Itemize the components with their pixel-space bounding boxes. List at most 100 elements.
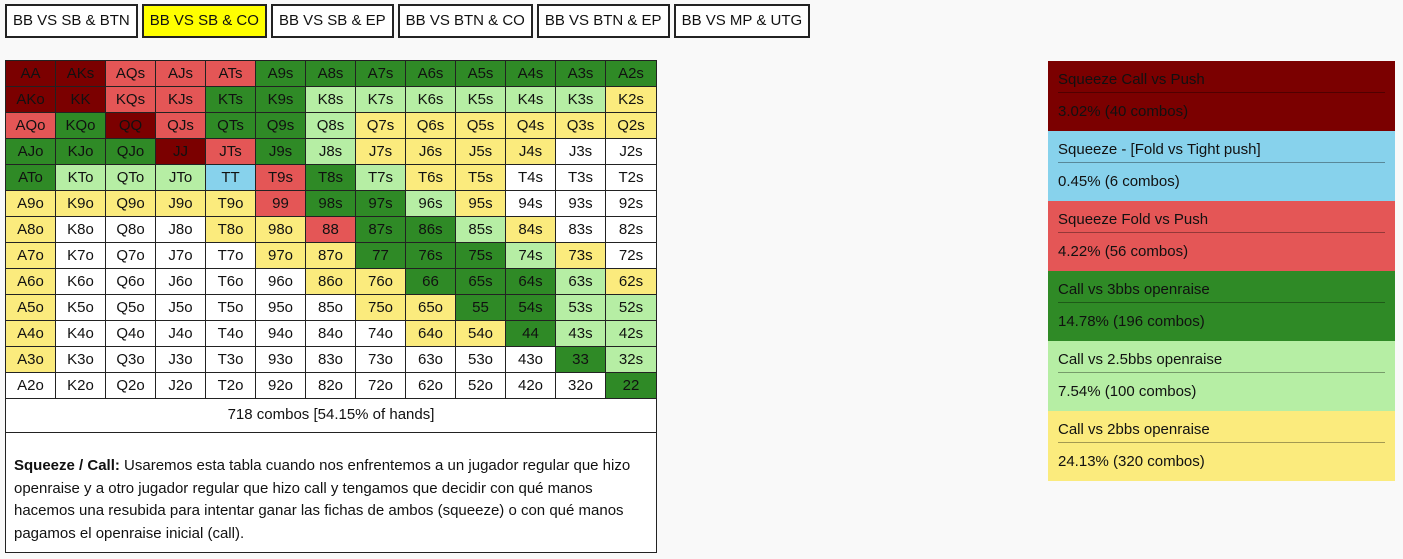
hand-cell-43s: 43s: [556, 321, 606, 347]
hand-cell-k5s: K5s: [456, 87, 506, 113]
hand-cell-q4s: Q4s: [506, 113, 556, 139]
hand-cell-54s: 54s: [506, 295, 556, 321]
legend-label: Call vs 2bbs openraise: [1058, 420, 1385, 443]
hand-cell-t7s: T7s: [356, 165, 406, 191]
hand-cell-62o: 62o: [406, 373, 456, 399]
hand-cell-j4s: J4s: [506, 139, 556, 165]
hand-cell-k5o: K5o: [56, 295, 106, 321]
hand-cell-q6o: Q6o: [106, 269, 156, 295]
hand-cell-83s: 83s: [556, 217, 606, 243]
hand-cell-t5o: T5o: [206, 295, 256, 321]
hand-cell-a9s: A9s: [256, 61, 306, 87]
legend-value: 3.02% (40 combos): [1058, 103, 1189, 120]
hand-cell-ajs: AJs: [156, 61, 206, 87]
hand-cell-q3s: Q3s: [556, 113, 606, 139]
hand-cell-j8s: J8s: [306, 139, 356, 165]
hand-cell-a5s: A5s: [456, 61, 506, 87]
hand-cell-kk: KK: [56, 87, 106, 113]
legend-label: Squeeze Call vs Push: [1058, 70, 1385, 93]
hand-cell-84s: 84s: [506, 217, 556, 243]
tab-bb-vs-btn-co[interactable]: BB VS BTN & CO: [397, 4, 533, 38]
hand-cell-q6s: Q6s: [406, 113, 456, 139]
hand-cell-53s: 53s: [556, 295, 606, 321]
hand-cell-85o: 85o: [306, 295, 356, 321]
hand-cell-q5o: Q5o: [106, 295, 156, 321]
hand-cell-72o: 72o: [356, 373, 406, 399]
legend-item: Squeeze - [Fold vs Tight push] 0.45% (6 c…: [1048, 131, 1395, 201]
hand-cell-a7s: A7s: [356, 61, 406, 87]
hand-cell-j3o: J3o: [156, 347, 206, 373]
hand-cell-k6o: K6o: [56, 269, 106, 295]
hand-cell-t5s: T5s: [456, 165, 506, 191]
hand-cell-k7s: K7s: [356, 87, 406, 113]
description-title: Squeeze / Call:: [14, 457, 120, 474]
combos-summary: 718 combos [54.15% of hands]: [6, 399, 656, 433]
hand-cell-qq: QQ: [106, 113, 156, 139]
hand-cell-74s: 74s: [506, 243, 556, 269]
hand-cell-t9o: T9o: [206, 191, 256, 217]
legend-value: 7.54% (100 combos): [1058, 383, 1197, 400]
hand-cell-q2o: Q2o: [106, 373, 156, 399]
hand-cell-92s: 92s: [606, 191, 656, 217]
tab-bb-vs-mp-utg[interactable]: BB VS MP & UTG: [673, 4, 811, 38]
hand-cell-83o: 83o: [306, 347, 356, 373]
hand-cell-k7o: K7o: [56, 243, 106, 269]
hand-cell-q4o: Q4o: [106, 321, 156, 347]
hand-cell-t3s: T3s: [556, 165, 606, 191]
hand-cell-65o: 65o: [406, 295, 456, 321]
tab-bb-vs-sb-co[interactable]: BB VS SB & CO: [141, 4, 267, 38]
legend-item: Call vs 2bbs openraise 24.13% (320 combos…: [1048, 411, 1395, 481]
hand-cell-32o: 32o: [556, 373, 606, 399]
hand-cell-j4o: J4o: [156, 321, 206, 347]
range-description: Squeeze / Call: Usaremos esta tabla cuan…: [6, 433, 656, 552]
hand-cell-qto: QTo: [106, 165, 156, 191]
hand-cell-j7s: J7s: [356, 139, 406, 165]
legend-item: Squeeze Fold vs Push 4.22% (56 combos): [1048, 201, 1395, 271]
hand-cell-94o: 94o: [256, 321, 306, 347]
hand-cell-75o: 75o: [356, 295, 406, 321]
hand-cell-62s: 62s: [606, 269, 656, 295]
hand-cell-k4o: K4o: [56, 321, 106, 347]
hand-cell-95s: 95s: [456, 191, 506, 217]
hand-cell-j9o: J9o: [156, 191, 206, 217]
hand-cell-72s: 72s: [606, 243, 656, 269]
tab-bb-vs-btn-ep[interactable]: BB VS BTN & EP: [536, 4, 670, 38]
hand-cell-jto: JTo: [156, 165, 206, 191]
hand-cell-t9s: T9s: [256, 165, 306, 191]
legend-item: Call vs 2.5bbs openraise 7.54% (100 combo…: [1048, 341, 1395, 411]
hand-cell-32s: 32s: [606, 347, 656, 373]
legend-item: Call vs 3bbs openraise 14.78% (196 combos…: [1048, 271, 1395, 341]
range-legend: Squeeze Call vs Push 3.02% (40 combos) Squ…: [1048, 61, 1395, 481]
hand-cell-65s: 65s: [456, 269, 506, 295]
hand-cell-kto: KTo: [56, 165, 106, 191]
hand-cell-43o: 43o: [506, 347, 556, 373]
hand-cell-tt: TT: [206, 165, 256, 191]
hand-cell-33: 33: [556, 347, 606, 373]
hand-cell-66: 66: [406, 269, 456, 295]
tab-bb-vs-sb-btn[interactable]: BB VS SB & BTN: [5, 4, 138, 38]
hand-cell-55: 55: [456, 295, 506, 321]
hand-cell-87o: 87o: [306, 243, 356, 269]
hand-cell-a2o: A2o: [6, 373, 56, 399]
hand-cell-94s: 94s: [506, 191, 556, 217]
hand-cell-ato: ATo: [6, 165, 56, 191]
hand-cell-q9s: Q9s: [256, 113, 306, 139]
hand-cell-j3s: J3s: [556, 139, 606, 165]
hand-cell-22: 22: [606, 373, 656, 399]
hand-cell-52o: 52o: [456, 373, 506, 399]
hand-cell-kjo: KJo: [56, 139, 106, 165]
hand-cell-74o: 74o: [356, 321, 406, 347]
hand-cell-86s: 86s: [406, 217, 456, 243]
tab-bb-vs-sb-ep[interactable]: BB VS SB & EP: [270, 4, 394, 38]
hand-cell-64o: 64o: [406, 321, 456, 347]
hand-cell-76o: 76o: [356, 269, 406, 295]
hand-cell-q3o: Q3o: [106, 347, 156, 373]
hand-cell-j5o: J5o: [156, 295, 206, 321]
hand-cell-k8s: K8s: [306, 87, 356, 113]
hand-cell-a5o: A5o: [6, 295, 56, 321]
hand-cell-k9s: K9s: [256, 87, 306, 113]
hand-cell-64s: 64s: [506, 269, 556, 295]
hand-cell-42s: 42s: [606, 321, 656, 347]
hand-cell-77: 77: [356, 243, 406, 269]
hand-cell-j5s: J5s: [456, 139, 506, 165]
